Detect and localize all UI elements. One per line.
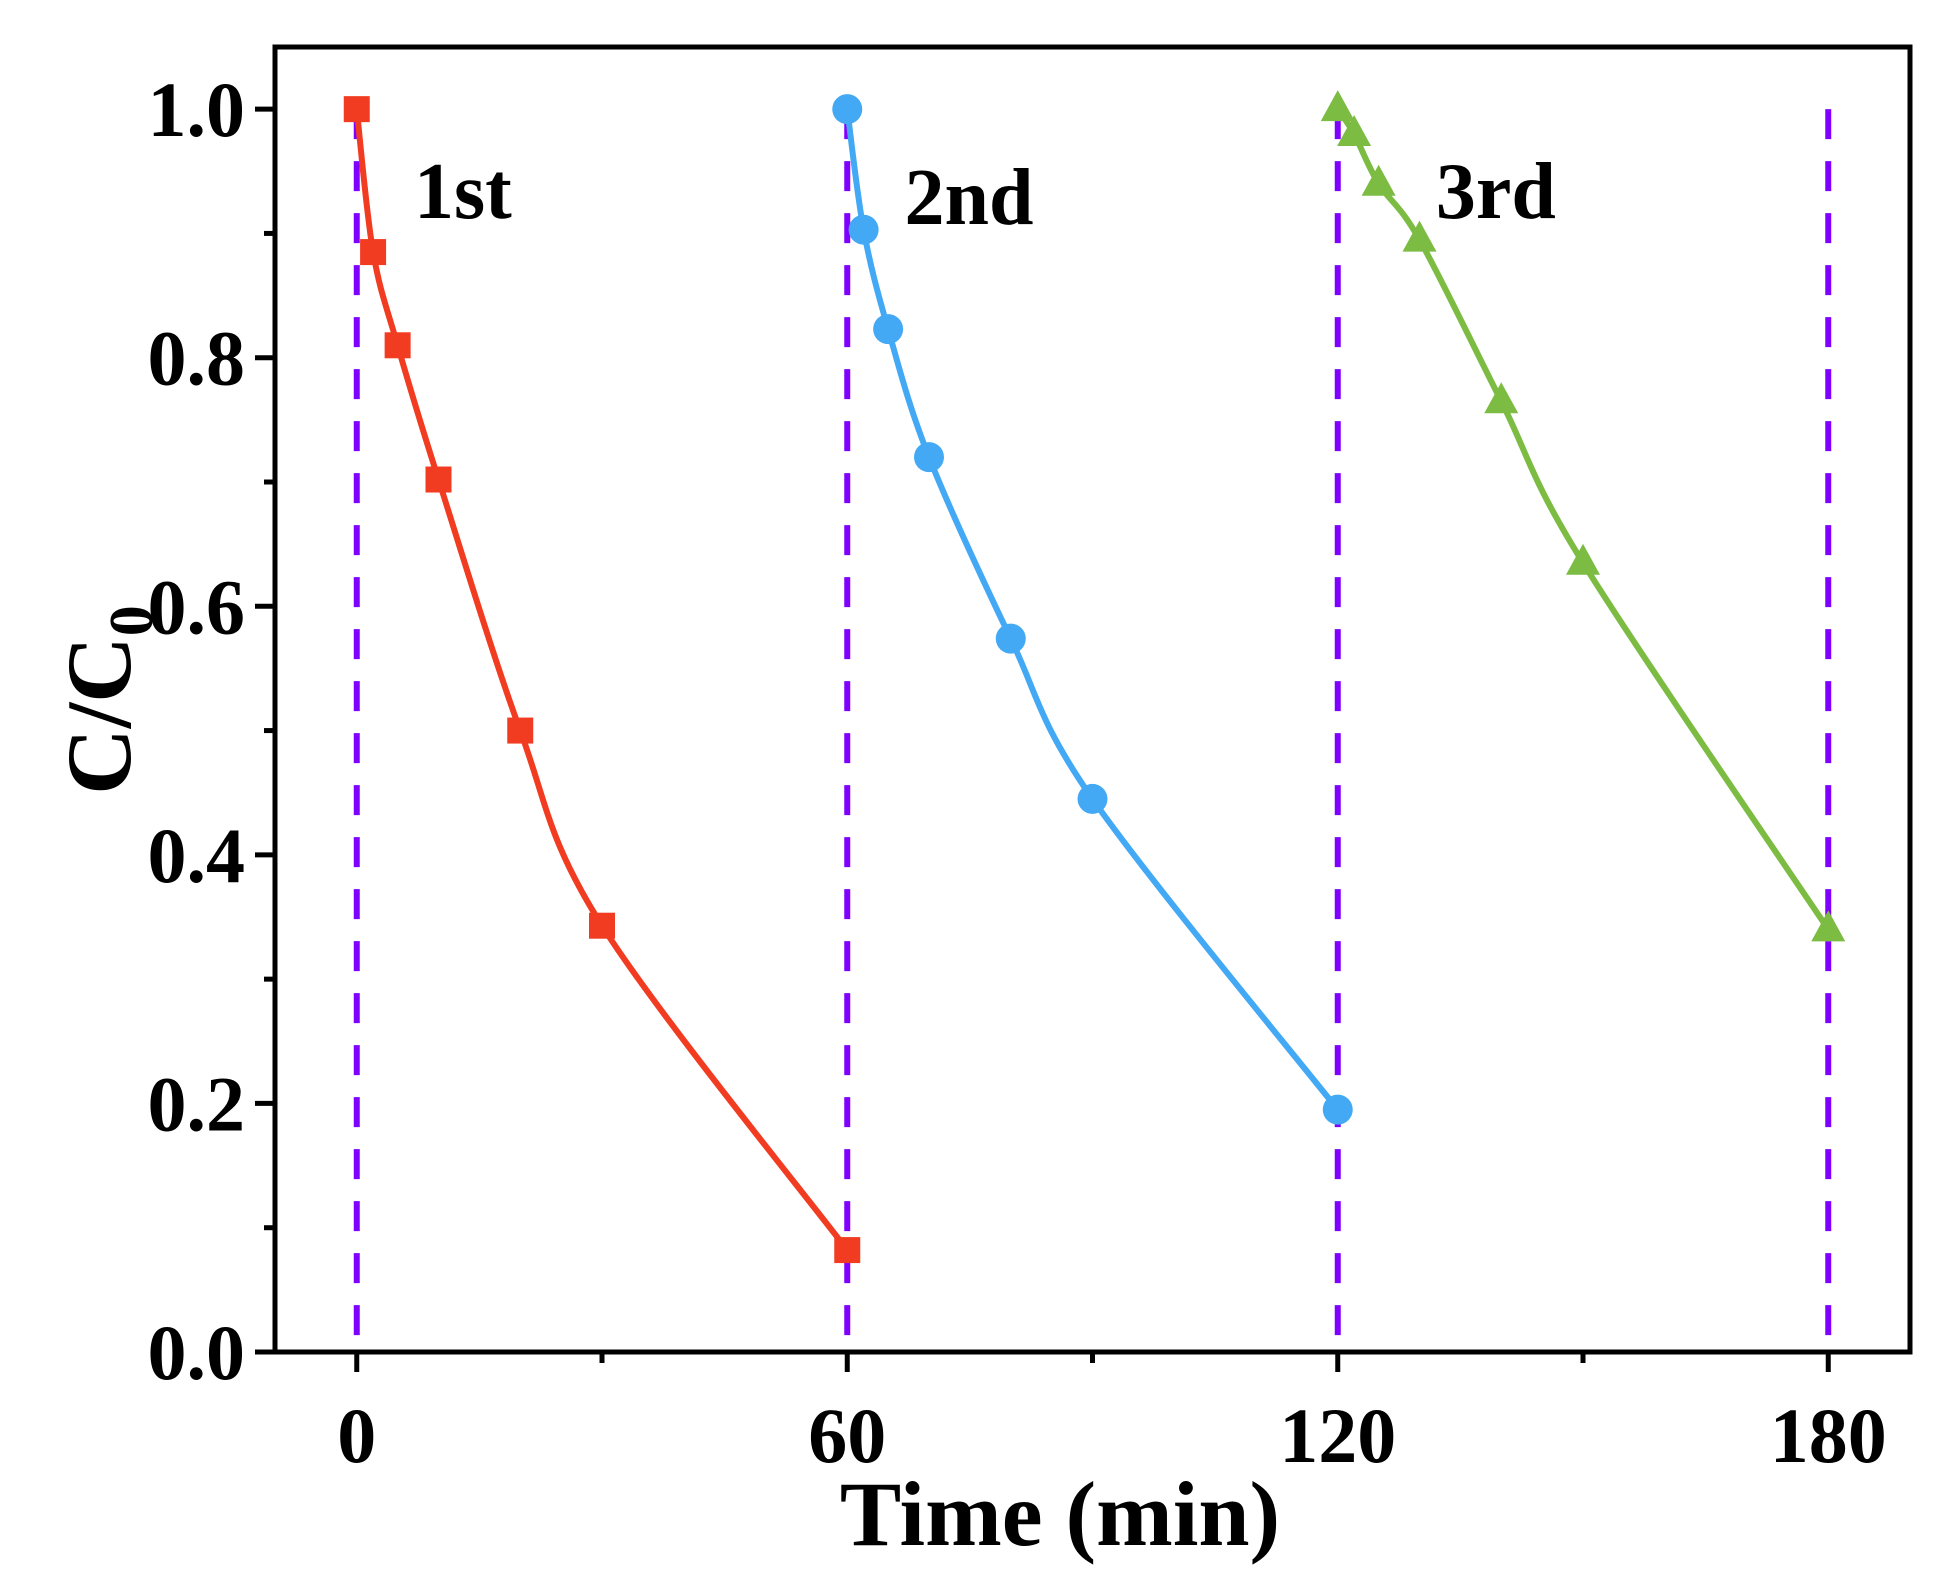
series-group: [343, 90, 1846, 1264]
y-axis-title-main: C/C: [48, 636, 150, 794]
series-line-3rd: [1335, 107, 1831, 932]
y-tick-label: 1.0: [148, 66, 246, 153]
data-point-3rd: [1484, 382, 1519, 414]
data-point-3rd: [1811, 910, 1846, 942]
data-point-3rd: [1361, 164, 1396, 196]
x-tick-label: 0: [337, 1392, 376, 1479]
cycle-dividers: [353, 109, 1832, 1346]
run-label-1st: 1st: [414, 148, 512, 236]
y-axis-title-subscript: 0: [98, 605, 166, 636]
data-point-2nd: [995, 623, 1026, 654]
data-point-3rd: [1320, 90, 1355, 122]
data-point-1st: [589, 912, 615, 939]
data-point-1st: [384, 332, 411, 359]
series-line-1st: [353, 108, 850, 1252]
y-axis-title: C/C0: [48, 605, 166, 794]
data-point-2nd: [1077, 783, 1108, 814]
y-axis: 0.0 0.2 0.4 0.6 0.8 1.0: [148, 66, 275, 1396]
x-tick-label: 60: [808, 1392, 886, 1479]
data-point-1st: [507, 717, 534, 744]
y-tick-label: 0.4: [148, 812, 246, 899]
x-axis: 0 60 120 180: [337, 1352, 1887, 1479]
x-tick-label: 180: [1770, 1392, 1887, 1479]
x-tick-label: 120: [1279, 1392, 1396, 1479]
run-label-2nd: 2nd: [904, 154, 1033, 242]
data-point-3rd: [1337, 115, 1372, 146]
plot-frame: [272, 44, 1913, 1355]
data-point-1st: [343, 96, 370, 123]
data-point-1st: [834, 1237, 861, 1264]
x-axis-title: Time (min): [840, 1463, 1280, 1565]
data-point-2nd: [848, 214, 879, 245]
data-point-2nd: [873, 314, 904, 345]
data-point-2nd: [914, 442, 944, 473]
data-point-3rd: [1566, 543, 1600, 575]
data-point-3rd: [1402, 220, 1437, 252]
data-point-1st: [425, 466, 452, 493]
y-tick-label: 0.6: [148, 563, 246, 650]
y-tick-label: 0.8: [148, 315, 246, 402]
y-tick-label: 0.0: [148, 1309, 246, 1396]
data-point-2nd: [832, 94, 863, 125]
run-label-3rd: 3rd: [1436, 148, 1556, 236]
data-point-2nd: [1322, 1094, 1353, 1125]
y-tick-label: 0.2: [148, 1060, 246, 1147]
series-line-2nd: [844, 108, 1341, 1112]
data-point-1st: [360, 239, 387, 266]
run-labels: 1st 2nd 3rd: [414, 148, 1556, 242]
